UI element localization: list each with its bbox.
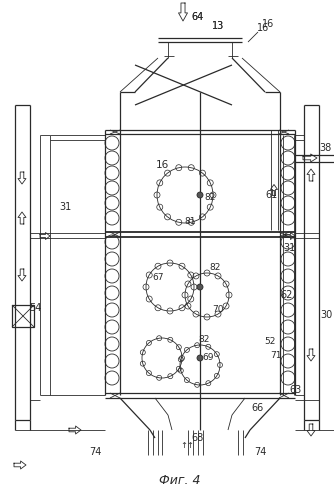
Text: 82: 82 — [209, 264, 221, 272]
Text: 62: 62 — [281, 290, 293, 300]
Circle shape — [197, 284, 203, 290]
Text: 68: 68 — [191, 433, 203, 443]
Text: 52: 52 — [264, 338, 276, 346]
Text: 71: 71 — [270, 350, 282, 360]
Text: 61: 61 — [265, 190, 277, 200]
Text: 82: 82 — [204, 194, 216, 202]
Text: 70: 70 — [212, 306, 224, 314]
Text: 63: 63 — [290, 385, 302, 395]
Text: 30: 30 — [320, 310, 332, 320]
Text: 16: 16 — [155, 160, 169, 170]
Text: 64: 64 — [191, 12, 203, 22]
Text: 66: 66 — [252, 403, 264, 413]
Text: 16: 16 — [257, 23, 269, 33]
Circle shape — [197, 355, 203, 361]
Text: 74: 74 — [254, 447, 266, 457]
Text: 13: 13 — [212, 21, 224, 31]
Text: 38: 38 — [319, 143, 331, 153]
Text: 13: 13 — [212, 21, 224, 31]
Text: Фиг. 4: Фиг. 4 — [159, 474, 201, 486]
Text: 31: 31 — [59, 202, 71, 212]
Text: 82: 82 — [198, 336, 210, 344]
Circle shape — [197, 192, 203, 198]
Text: 74: 74 — [89, 447, 101, 457]
Text: 81: 81 — [184, 218, 196, 226]
Text: 64: 64 — [191, 12, 203, 22]
Text: 67: 67 — [152, 274, 164, 282]
Text: 69: 69 — [202, 352, 214, 362]
Text: 16: 16 — [262, 19, 274, 29]
Text: 31: 31 — [283, 243, 295, 253]
Text: ↑↑: ↑↑ — [180, 440, 194, 450]
Text: 54: 54 — [29, 303, 41, 313]
Bar — [12, 305, 34, 327]
